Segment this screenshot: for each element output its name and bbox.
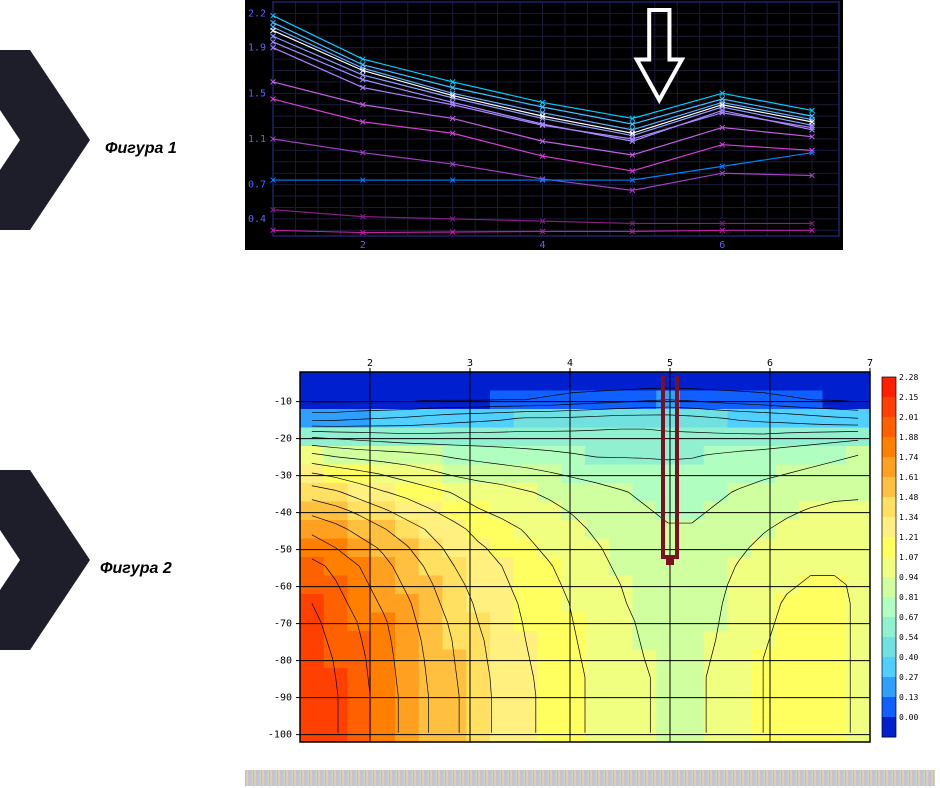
svg-text:-80: -80 <box>274 656 292 667</box>
svg-text:-60: -60 <box>274 582 292 593</box>
line-chart-figure-1: 2 4 6 0.4 0.7 1.1 1.5 1.9 2.2 <box>245 0 843 250</box>
svg-text:6: 6 <box>719 240 725 250</box>
svg-text:0.00: 0.00 <box>899 713 918 722</box>
figure-2-label: Фигура 2 <box>100 560 172 578</box>
svg-text:-10: -10 <box>274 397 292 408</box>
svg-text:-30: -30 <box>274 471 292 482</box>
svg-text:0.67: 0.67 <box>899 613 918 622</box>
svg-text:2.01: 2.01 <box>899 413 918 422</box>
svg-text:1.9: 1.9 <box>248 43 266 54</box>
svg-text:1.1: 1.1 <box>248 134 266 145</box>
svg-text:0.94: 0.94 <box>899 573 918 582</box>
svg-text:0.7: 0.7 <box>248 180 266 191</box>
svg-text:-50: -50 <box>274 545 292 556</box>
svg-text:-90: -90 <box>274 693 292 704</box>
chevron-figure-2 <box>0 470 90 650</box>
svg-text:6: 6 <box>767 358 773 369</box>
svg-text:1.5: 1.5 <box>248 88 266 99</box>
svg-text:-100: -100 <box>268 730 292 741</box>
svg-text:0.27: 0.27 <box>899 673 918 682</box>
svg-text:-40: -40 <box>274 508 292 519</box>
svg-text:-20: -20 <box>274 434 292 445</box>
svg-text:1.34: 1.34 <box>899 513 918 522</box>
svg-text:0.13: 0.13 <box>899 693 918 702</box>
svg-text:5: 5 <box>667 358 673 369</box>
figure-1-label: Фигура 1 <box>105 140 177 158</box>
chevron-figure-1 <box>0 50 90 230</box>
svg-text:2: 2 <box>360 240 366 250</box>
svg-text:1.07: 1.07 <box>899 553 918 562</box>
svg-text:1.74: 1.74 <box>899 453 918 462</box>
svg-text:0.54: 0.54 <box>899 633 918 642</box>
noise-strip <box>245 770 935 786</box>
svg-text:4: 4 <box>540 240 546 250</box>
svg-text:1.61: 1.61 <box>899 473 918 482</box>
svg-text:1.21: 1.21 <box>899 533 918 542</box>
svg-text:2.28: 2.28 <box>899 373 918 382</box>
svg-text:1.48: 1.48 <box>899 493 918 502</box>
heatmap-figure-2: 2 3 4 5 6 7 -10 -20 -30 -40 -50 -60 -70 -80 -90 -100 2.2… <box>245 350 935 750</box>
svg-text:-70: -70 <box>274 619 292 630</box>
svg-text:2.15: 2.15 <box>899 393 918 402</box>
svg-text:0.40: 0.40 <box>899 653 918 662</box>
svg-text:2.2: 2.2 <box>248 8 266 19</box>
svg-text:0.81: 0.81 <box>899 593 918 602</box>
svg-text:2: 2 <box>367 358 373 369</box>
svg-text:7: 7 <box>867 358 873 369</box>
svg-text:3: 3 <box>467 358 473 369</box>
svg-text:4: 4 <box>567 358 573 369</box>
svg-text:1.88: 1.88 <box>899 433 918 442</box>
svg-text:0.4: 0.4 <box>248 214 266 225</box>
